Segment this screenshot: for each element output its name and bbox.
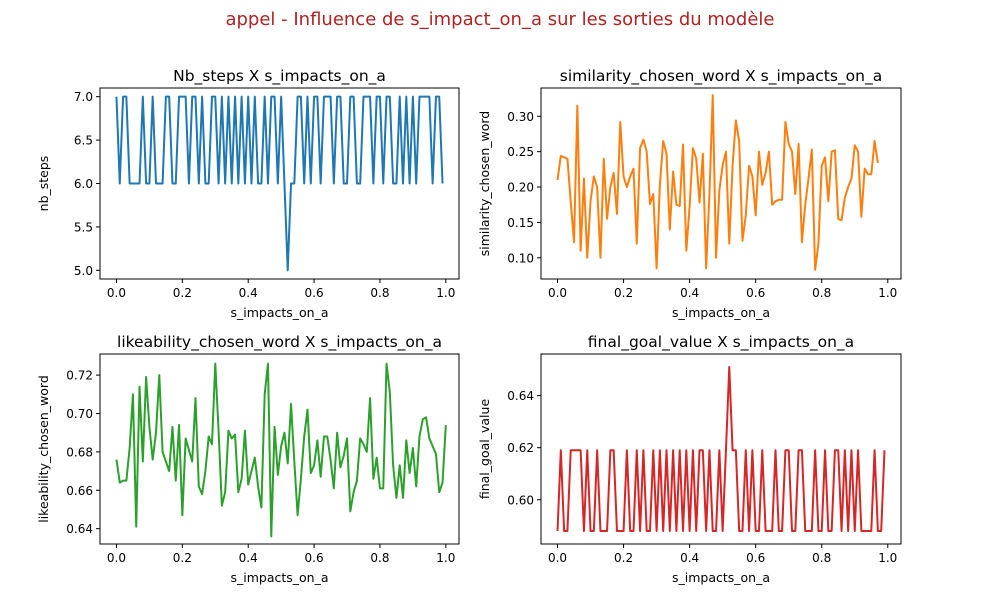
similarity-x-tick-label: 0.2 xyxy=(614,286,633,300)
figure-title: appel - Influence de s_impact_on_a sur l… xyxy=(225,9,775,30)
nb-steps-x-tick-label: 1.0 xyxy=(436,286,455,300)
subplot-similarity: 0.0 0.2 0.4 0.6 0.8 1.0 0.10 0.15 0.20 0.25 0.30 si… xyxy=(477,67,902,320)
final-goal-x-tick-label: 0.2 xyxy=(614,551,633,565)
subplot-final-goal: 0.0 0.2 0.4 0.6 0.8 1.0 0.60 0.62 0.64 final_goal… xyxy=(477,333,902,585)
similarity-x-tick-label: 0.8 xyxy=(812,286,831,300)
likeability-x-tick-label: 0.6 xyxy=(305,551,324,565)
nb-steps-x-tick-label: 0.4 xyxy=(239,286,258,300)
nb-steps-x-tick-label: 0.8 xyxy=(370,286,389,300)
final-goal-series-line xyxy=(556,366,886,532)
similarity-y-tick-label: 0.25 xyxy=(507,145,534,159)
nb-steps-y-tick-label: 5.0 xyxy=(74,264,93,278)
final-goal-x-tick-label: 0.0 xyxy=(548,551,567,565)
final-goal-x-tick-label: 1.0 xyxy=(878,551,897,565)
similarity-series-line xyxy=(556,94,879,271)
nb-steps-y-tick-label: 7.0 xyxy=(74,90,93,104)
final-goal-x-axis-label: s_impacts_on_a xyxy=(672,570,770,585)
similarity-y-tick-label: 0.10 xyxy=(507,251,534,265)
nb-steps-series-line xyxy=(115,95,444,272)
likeability-y-tick-label: 0.72 xyxy=(66,369,93,383)
nb-steps-subplot-title: Nb_steps X s_impacts_on_a xyxy=(173,67,386,86)
subplot-likeability: 0.0 0.2 0.4 0.6 0.8 1.0 0.64 0.66 0.68 0.70 0.72 li… xyxy=(36,333,460,585)
final-goal-x-tick-label: 0.8 xyxy=(812,551,831,565)
nb-steps-y-axis-label: nb_steps xyxy=(36,156,51,212)
likeability-x-axis-label: s_impacts_on_a xyxy=(230,570,328,585)
likeability-y-tick-label: 0.66 xyxy=(66,484,93,498)
likeability-x-tick-label: 0.4 xyxy=(239,551,258,565)
similarity-y-tick-label: 0.15 xyxy=(507,216,534,230)
similarity-x-axis-label: s_impacts_on_a xyxy=(672,305,770,320)
likeability-y-tick-label: 0.70 xyxy=(66,407,93,421)
similarity-x-tick-label: 0.6 xyxy=(746,286,765,300)
final-goal-y-tick-label: 0.64 xyxy=(507,389,534,403)
nb-steps-x-axis-label: s_impacts_on_a xyxy=(230,305,328,320)
likeability-x-tick-label: 0.8 xyxy=(370,551,389,565)
similarity-y-axis-label: similarity_chosen_word xyxy=(477,111,492,256)
likeability-axes-frame xyxy=(99,353,460,545)
similarity-y-tick-label: 0.20 xyxy=(507,181,534,195)
subplot-nb-steps: 0.0 0.2 0.4 0.6 0.8 1.0 5.0 5.5 6.0 6.5 7.0 Nb_step… xyxy=(36,67,460,320)
nb-steps-x-tick-label: 0.0 xyxy=(107,286,126,300)
likeability-series-line xyxy=(115,362,447,538)
nb-steps-x-tick-label: 0.6 xyxy=(305,286,324,300)
nb-steps-y-tick-label: 6.0 xyxy=(74,177,93,191)
similarity-axes-frame xyxy=(540,87,902,280)
likeability-x-tick-label: 0.2 xyxy=(173,551,192,565)
final-goal-subplot-title: final_goal_value X s_impacts_on_a xyxy=(588,333,854,352)
final-goal-y-tick-label: 0.62 xyxy=(507,441,534,455)
similarity-x-tick-label: 0.0 xyxy=(548,286,567,300)
nb-steps-y-tick-label: 5.5 xyxy=(74,220,93,234)
likeability-subplot-title: likeability_chosen_word X s_impacts_on_a xyxy=(117,333,442,352)
likeability-y-tick-label: 0.68 xyxy=(66,445,93,459)
similarity-x-tick-label: 0.4 xyxy=(680,286,699,300)
likeability-x-tick-label: 1.0 xyxy=(436,551,455,565)
final-goal-axes-frame xyxy=(540,353,902,545)
similarity-subplot-title: similarity_chosen_word X s_impacts_on_a xyxy=(560,67,882,86)
final-goal-y-tick-label: 0.60 xyxy=(507,493,534,507)
final-goal-x-tick-label: 0.4 xyxy=(680,551,699,565)
similarity-x-tick-label: 1.0 xyxy=(878,286,897,300)
nb-steps-y-tick-label: 6.5 xyxy=(74,134,93,148)
final-goal-y-axis-label: final_goal_value xyxy=(477,399,492,500)
similarity-y-tick-label: 0.30 xyxy=(507,110,534,124)
nb-steps-x-tick-label: 0.2 xyxy=(173,286,192,300)
likeability-x-tick-label: 0.0 xyxy=(107,551,126,565)
likeability-y-tick-label: 0.64 xyxy=(66,522,93,536)
likeability-y-axis-label: likeability_chosen_word xyxy=(36,375,51,523)
final-goal-x-tick-label: 0.6 xyxy=(746,551,765,565)
